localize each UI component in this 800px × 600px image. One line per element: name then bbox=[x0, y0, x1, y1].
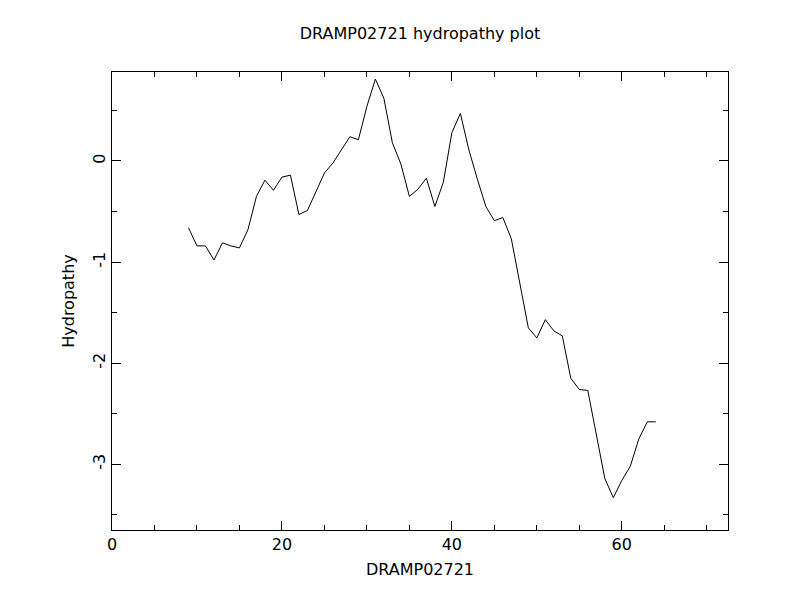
svg-text:-3: -3 bbox=[90, 454, 109, 470]
svg-text:0: 0 bbox=[107, 535, 117, 554]
svg-text:0: 0 bbox=[90, 153, 109, 163]
svg-text:60: 60 bbox=[612, 535, 632, 554]
svg-text:40: 40 bbox=[442, 535, 462, 554]
svg-text:DRAMP02721: DRAMP02721 bbox=[366, 560, 474, 579]
svg-text:20: 20 bbox=[272, 535, 292, 554]
svg-text:DRAMP02721 hydropathy plot: DRAMP02721 hydropathy plot bbox=[300, 24, 541, 43]
svg-text:-1: -1 bbox=[90, 252, 109, 268]
svg-text:-2: -2 bbox=[90, 353, 109, 369]
svg-text:Hydropathy: Hydropathy bbox=[59, 254, 78, 348]
